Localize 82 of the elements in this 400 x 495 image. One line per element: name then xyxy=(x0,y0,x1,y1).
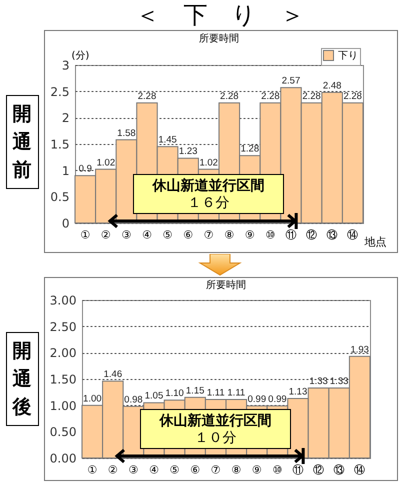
annotation: １０分 xyxy=(194,428,236,447)
data-label: 0.99 xyxy=(248,394,266,405)
x-tick-label: ⑫ xyxy=(306,228,318,242)
y-tick-label: 0.50 xyxy=(50,425,76,440)
x-tick-label: ② xyxy=(108,464,118,476)
x-tick-label: ⑪ xyxy=(286,228,296,242)
chart-subtitle: 所要時間 xyxy=(199,32,239,44)
y-tick-label: 0 xyxy=(62,216,70,230)
x-tick-label: ⑦ xyxy=(210,464,221,476)
x-tick-label: ⑨ xyxy=(252,464,262,476)
x-tick-label: ⑦ xyxy=(204,228,214,242)
data-label: 1.33 xyxy=(330,376,348,387)
data-label: 1.02 xyxy=(96,157,116,168)
y-tick-label: 0.5 xyxy=(50,190,70,204)
y-axis-title: (分) xyxy=(72,50,90,62)
x-tick-label: ⑧ xyxy=(224,228,234,242)
data-label: 1.33 xyxy=(309,376,328,387)
data-label: 1.11 xyxy=(206,388,225,399)
text: 開通前 xyxy=(12,102,32,182)
y-tick-label: 1 xyxy=(62,164,70,178)
annotation: 休山新道並行区間 xyxy=(159,412,272,430)
y-tick-label: 1.50 xyxy=(50,372,76,386)
data-label: 1.45 xyxy=(158,134,177,146)
x-tick-label: ② xyxy=(100,228,111,242)
x-tick-label: ⑭ xyxy=(354,464,366,476)
x-tick-label: ⑬ xyxy=(326,228,338,242)
x-tick-label: ① xyxy=(87,464,98,476)
chart-title: ＜ 下 り ＞ xyxy=(134,0,306,30)
x-tick-label: ③ xyxy=(121,228,132,242)
data-label: 1.46 xyxy=(104,369,122,380)
data-label: 2.28 xyxy=(220,90,239,102)
data-label: 0.98 xyxy=(124,394,143,406)
text: 開通後 xyxy=(12,339,32,420)
data-label: 1.05 xyxy=(144,390,164,402)
x-tick-label: ⑧ xyxy=(231,464,242,476)
data-label: 2.57 xyxy=(282,76,300,87)
annotation: １６分 xyxy=(187,194,230,212)
x-tick-label: ⑬ xyxy=(334,464,345,476)
data-label: 2.28 xyxy=(138,90,156,102)
data-label: 0.99 xyxy=(268,394,287,405)
y-tick-label: 1.5 xyxy=(50,138,70,152)
x-tick-label: ⑫ xyxy=(313,464,324,476)
x-tick-label: ⑪ xyxy=(292,464,304,476)
annotation: 休山新道並行区間 xyxy=(152,176,264,195)
y-tick-label: 0.00 xyxy=(50,452,76,466)
y-tick-label: 2.50 xyxy=(50,320,76,334)
data-label: 1.13 xyxy=(288,386,308,398)
x-tick-label: ⑩ xyxy=(272,464,282,476)
data-label: 1.10 xyxy=(165,388,184,400)
chart-title: 所要時間 xyxy=(206,279,246,291)
data-label: 1.28 xyxy=(240,144,260,155)
data-label: 2.28 xyxy=(343,90,362,102)
y-tick-label: 2.5 xyxy=(50,84,70,99)
data-label: 1.58 xyxy=(117,128,136,139)
y-tick-label: 3 xyxy=(62,58,70,72)
x-tick-label: ④ xyxy=(142,228,152,242)
data-label: 2.48 xyxy=(322,80,342,92)
data-label: 1.23 xyxy=(178,146,198,158)
data-label: 1.93 xyxy=(350,344,369,356)
x-tick-label: ⑩ xyxy=(265,228,276,242)
x-tick-label: ⑤ xyxy=(162,228,173,242)
y-tick-label: 3.00 xyxy=(50,294,76,308)
data-label: 1.02 xyxy=(199,157,218,168)
data-label: 1.11 xyxy=(227,388,246,399)
x-tick-label: ⑨ xyxy=(244,228,255,242)
y-tick-label: 1.00 xyxy=(50,398,76,413)
data-label: 2.28 xyxy=(261,90,280,102)
data-label: 2.28 xyxy=(302,90,321,102)
x-tick-label: ③ xyxy=(128,464,138,476)
x-axis-title: 地点 xyxy=(364,236,386,248)
x-tick-label: ⑥ xyxy=(190,464,200,476)
x-tick-label: ⑭ xyxy=(347,228,358,242)
x-tick-label: ⑥ xyxy=(183,228,194,242)
x-tick-label: ⑤ xyxy=(170,464,180,476)
y-tick-label: 2 xyxy=(62,111,70,126)
data-label: 1.15 xyxy=(186,385,204,396)
x-tick-label: ④ xyxy=(149,464,160,476)
x-tick-label: ① xyxy=(80,228,90,242)
data-label: 1.00 xyxy=(83,393,102,404)
data-label: 0.9 xyxy=(78,164,92,175)
y-tick-label: 2.00 xyxy=(50,346,76,360)
legend-label: 下り xyxy=(338,50,358,62)
